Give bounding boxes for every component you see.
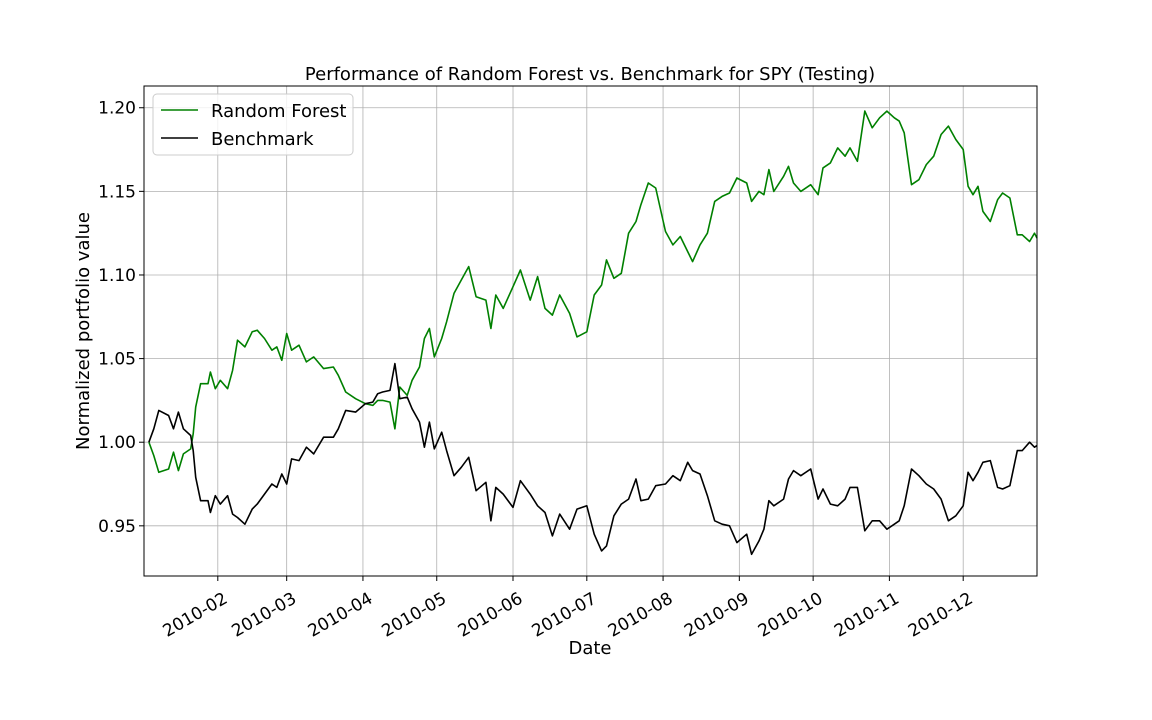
y-axis-ticks: 0.95 1.00 1.05 1.10 1.15 1.20 — [98, 99, 144, 537]
legend-label-random-forest: Random Forest — [211, 101, 346, 122]
y-tick-label: 1.15 — [98, 182, 136, 202]
y-tick-label: 1.05 — [98, 350, 136, 370]
plot-frame — [143, 85, 1038, 577]
x-axis-title: Date — [568, 638, 611, 659]
y-tick-label: 1.20 — [98, 99, 136, 119]
y-tick-label: 0.95 — [98, 517, 136, 537]
series-lines — [148, 110, 1038, 556]
legend-box — [152, 93, 354, 156]
y-tick-label: 1.10 — [98, 266, 136, 286]
series-line-benchmark — [148, 362, 1038, 556]
series-line-random-forest — [148, 110, 1038, 474]
grid — [144, 86, 1037, 576]
legend-label-benchmark: Benchmark — [211, 129, 314, 150]
chart-title: Performance of Random Forest vs. Benchma… — [305, 64, 875, 85]
y-tick-label: 1.00 — [98, 433, 136, 453]
legend: Random Forest Benchmark — [152, 93, 354, 156]
y-axis-title: Normalized portfolio value — [73, 212, 94, 450]
